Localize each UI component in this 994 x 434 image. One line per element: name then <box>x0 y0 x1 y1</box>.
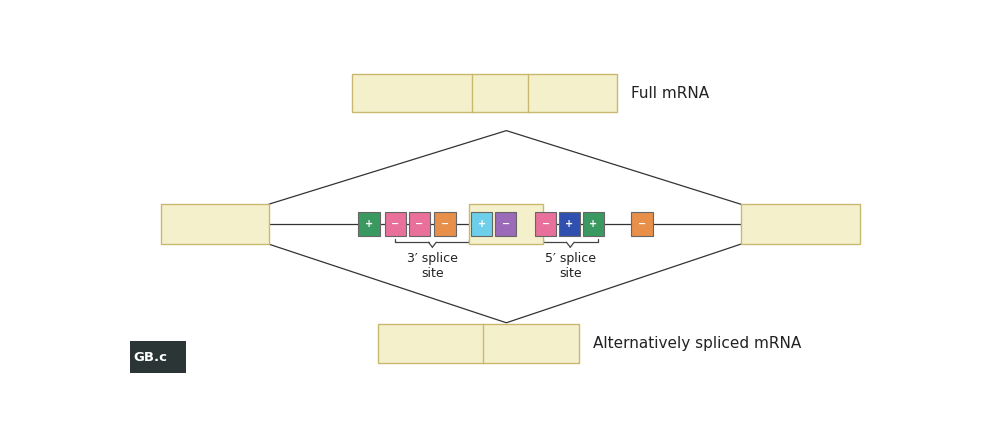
Text: +: + <box>589 219 597 229</box>
Text: 3′ splice
site: 3′ splice site <box>407 252 458 280</box>
Bar <box>409 212 430 236</box>
Text: −: − <box>542 219 550 229</box>
Text: −: − <box>502 219 510 229</box>
Bar <box>495 212 516 236</box>
Bar <box>582 212 604 236</box>
Bar <box>434 212 455 236</box>
Bar <box>385 212 407 236</box>
Bar <box>471 212 492 236</box>
Bar <box>741 204 860 244</box>
Bar <box>535 212 557 236</box>
Bar <box>631 212 653 236</box>
Text: Full mRNA: Full mRNA <box>631 85 710 101</box>
Bar <box>359 212 380 236</box>
Bar <box>130 341 186 373</box>
Text: GB.c: GB.c <box>133 351 168 364</box>
Text: +: + <box>478 219 486 229</box>
Bar <box>352 74 617 112</box>
Text: −: − <box>392 219 400 229</box>
Bar <box>559 212 580 236</box>
Text: 5′ splice
site: 5′ splice site <box>545 252 595 280</box>
Bar <box>161 204 269 244</box>
Text: −: − <box>415 219 423 229</box>
Bar <box>469 204 543 244</box>
Text: −: − <box>638 219 646 229</box>
Bar <box>379 325 579 363</box>
Text: −: − <box>440 219 448 229</box>
Text: +: + <box>566 219 574 229</box>
Text: Alternatively spliced mRNA: Alternatively spliced mRNA <box>592 336 801 351</box>
Text: +: + <box>365 219 374 229</box>
